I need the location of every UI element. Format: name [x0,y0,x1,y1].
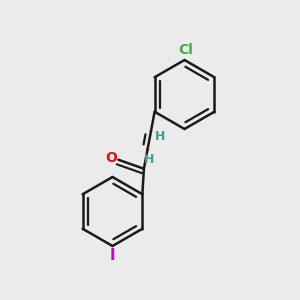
Text: H: H [155,130,165,143]
Text: H: H [144,153,154,166]
Text: I: I [110,248,115,263]
Text: O: O [105,151,117,165]
Text: Cl: Cl [178,44,194,57]
